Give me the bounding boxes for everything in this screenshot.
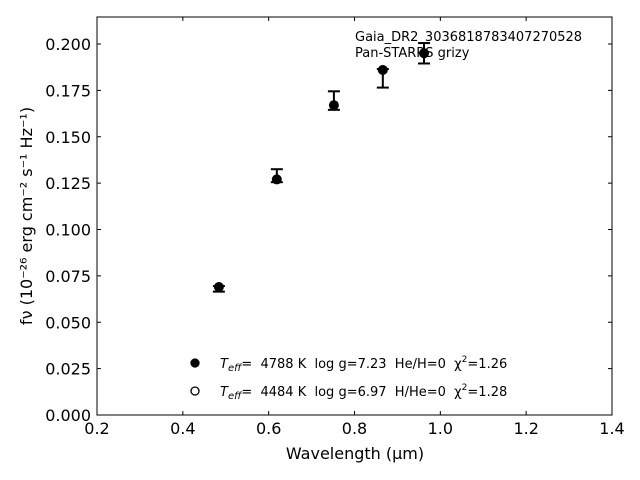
legend-entry-text: Teff= 4788 K log g=7.23 He/H=0 χ2=1.26	[220, 355, 507, 374]
legend-entry-text: Teff= 4484 K log g=6.97 H/He=0 χ2=1.28	[220, 383, 507, 402]
y-tick-label: 0.075	[45, 267, 91, 286]
x-tick-label: 1.4	[599, 419, 624, 438]
legend-marker-open	[190, 386, 200, 396]
legend-marker-filled	[190, 358, 200, 368]
data-point	[213, 282, 224, 293]
data-point	[271, 174, 282, 185]
x-tick-label: 0.4	[170, 419, 195, 438]
y-tick-label: 0.125	[45, 174, 91, 193]
y-tick-label: 0.025	[45, 360, 91, 379]
data-point	[328, 100, 339, 111]
plot-area	[96, 16, 613, 416]
y-tick-label: 0.150	[45, 128, 91, 147]
x-axis-label: Wavelength (μm)	[286, 444, 424, 463]
y-tick-label: 0.050	[45, 313, 91, 332]
x-tick-label: 0.2	[84, 419, 109, 438]
data-point	[377, 64, 388, 75]
x-tick-label: 1.0	[428, 419, 453, 438]
annotation-line-2: Pan-STARRS grizy	[355, 46, 470, 61]
x-tick-label: 0.6	[256, 419, 281, 438]
x-tick-label: 1.2	[513, 419, 538, 438]
y-tick-label: 0.000	[45, 406, 91, 425]
annotation-line-1: Gaia_DR2_3036818783407270528	[355, 30, 582, 45]
data-point	[419, 48, 430, 59]
y-tick-label: 0.175	[45, 81, 91, 100]
legend: Teff= 4788 K log g=7.23 He/H=0 χ2=1.26 Te…	[190, 355, 507, 402]
x-tick-label: 0.8	[342, 419, 367, 438]
y-tick-label: 0.200	[45, 35, 91, 54]
y-axis-label: fν (10⁻²⁶ erg cm⁻² s⁻¹ Hz⁻¹)	[17, 107, 36, 325]
y-tick-label: 0.100	[45, 221, 91, 240]
